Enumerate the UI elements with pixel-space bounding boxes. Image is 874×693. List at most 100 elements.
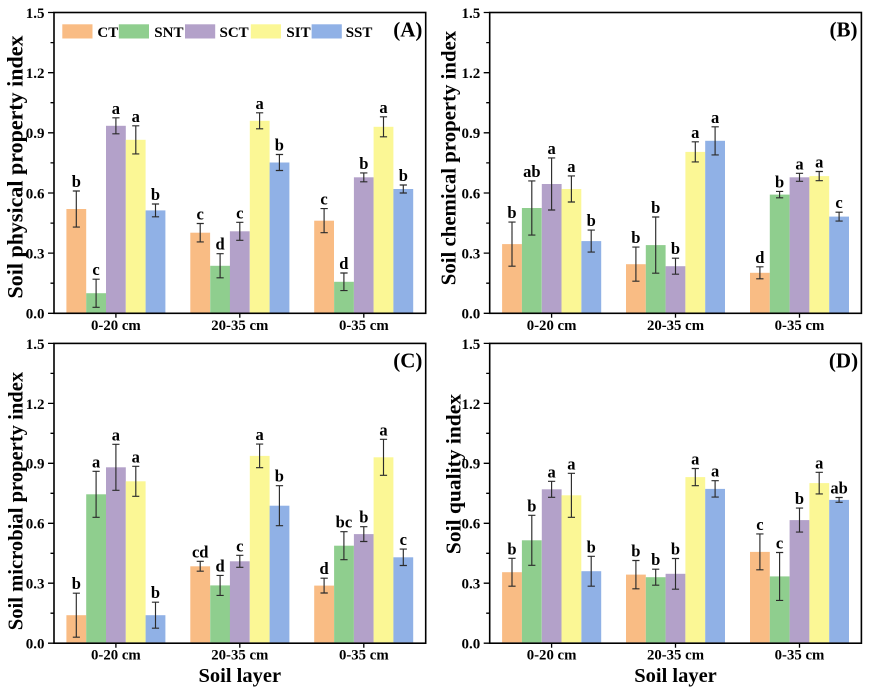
- svg-text:20-35 cm: 20-35 cm: [647, 318, 705, 334]
- svg-text:Soil quality index: Soil quality index: [442, 394, 466, 554]
- svg-text:Soil layer: Soil layer: [199, 665, 282, 687]
- svg-text:b: b: [671, 239, 680, 258]
- svg-text:1.5: 1.5: [26, 337, 45, 353]
- svg-text:0.6: 0.6: [26, 186, 45, 202]
- svg-text:20-35 cm: 20-35 cm: [211, 318, 269, 334]
- svg-text:b: b: [507, 203, 516, 222]
- svg-text:a: a: [547, 139, 555, 158]
- svg-text:d: d: [320, 559, 329, 578]
- svg-text:b: b: [671, 540, 680, 559]
- svg-text:0.9: 0.9: [26, 457, 45, 473]
- svg-text:1.2: 1.2: [26, 66, 45, 82]
- svg-text:c: c: [756, 515, 763, 534]
- svg-text:c: c: [400, 530, 407, 549]
- svg-text:c: c: [236, 536, 243, 555]
- svg-text:b: b: [631, 542, 640, 561]
- svg-text:SST: SST: [346, 25, 373, 41]
- svg-text:0.3: 0.3: [461, 247, 480, 263]
- svg-text:b: b: [527, 496, 536, 515]
- svg-text:20-35 cm: 20-35 cm: [211, 648, 269, 664]
- svg-text:a: a: [815, 153, 823, 172]
- svg-text:ab: ab: [830, 479, 847, 498]
- svg-text:a: a: [567, 157, 575, 176]
- svg-text:0-35 cm: 0-35 cm: [339, 318, 389, 334]
- svg-text:b: b: [775, 172, 784, 191]
- svg-text:0-20 cm: 0-20 cm: [527, 648, 577, 664]
- svg-text:a: a: [691, 450, 699, 469]
- svg-text:20-35 cm: 20-35 cm: [647, 648, 705, 664]
- svg-text:0-20 cm: 0-20 cm: [91, 318, 141, 334]
- svg-text:a: a: [547, 462, 555, 481]
- svg-text:b: b: [399, 166, 408, 185]
- svg-text:1.2: 1.2: [461, 66, 480, 82]
- svg-text:cd: cd: [192, 542, 209, 561]
- svg-text:0-35 cm: 0-35 cm: [775, 318, 825, 334]
- svg-text:0.6: 0.6: [461, 517, 480, 533]
- svg-text:a: a: [815, 453, 823, 472]
- svg-text:0.9: 0.9: [461, 457, 480, 473]
- svg-text:a: a: [379, 420, 387, 439]
- svg-text:bc: bc: [336, 513, 353, 532]
- svg-text:(B): (B): [830, 18, 858, 42]
- svg-text:0.3: 0.3: [26, 577, 45, 593]
- svg-text:b: b: [359, 154, 368, 173]
- svg-text:0-35 cm: 0-35 cm: [339, 648, 389, 664]
- svg-text:a: a: [711, 108, 719, 127]
- svg-text:1.5: 1.5: [26, 6, 45, 22]
- svg-text:Soil chemical property index: Soil chemical property index: [438, 30, 461, 285]
- svg-text:a: a: [112, 425, 120, 444]
- svg-text:0.6: 0.6: [26, 517, 45, 533]
- svg-text:a: a: [379, 98, 387, 117]
- svg-text:Soil microbial property index: Soil microbial property index: [5, 371, 27, 630]
- svg-text:(C): (C): [393, 348, 422, 372]
- svg-text:b: b: [507, 539, 516, 558]
- svg-text:a: a: [255, 94, 263, 113]
- svg-text:0.9: 0.9: [461, 126, 480, 142]
- svg-text:a: a: [255, 425, 263, 444]
- svg-text:d: d: [755, 248, 764, 267]
- svg-text:0.0: 0.0: [461, 637, 480, 653]
- svg-text:0-20 cm: 0-20 cm: [91, 648, 141, 664]
- svg-text:0.0: 0.0: [26, 637, 45, 653]
- svg-text:c: c: [776, 534, 783, 553]
- svg-text:d: d: [216, 235, 225, 254]
- svg-text:0.3: 0.3: [26, 247, 45, 263]
- svg-text:SCT: SCT: [220, 25, 249, 41]
- svg-text:1.2: 1.2: [26, 397, 45, 413]
- svg-text:0.0: 0.0: [26, 307, 45, 323]
- svg-text:a: a: [567, 454, 575, 473]
- svg-text:b: b: [651, 550, 660, 569]
- svg-text:d: d: [216, 556, 225, 575]
- svg-text:(D): (D): [829, 348, 858, 372]
- svg-text:b: b: [72, 172, 81, 191]
- svg-text:a: a: [711, 462, 719, 481]
- svg-text:b: b: [587, 537, 596, 556]
- svg-text:c: c: [320, 190, 327, 209]
- svg-text:1.2: 1.2: [461, 397, 480, 413]
- svg-text:1.5: 1.5: [461, 337, 480, 353]
- svg-text:a: a: [92, 452, 100, 471]
- svg-text:0.0: 0.0: [461, 307, 480, 323]
- svg-text:SNT: SNT: [154, 25, 183, 41]
- svg-text:b: b: [275, 467, 284, 486]
- svg-text:a: a: [132, 107, 140, 126]
- svg-text:0-35 cm: 0-35 cm: [775, 648, 825, 664]
- svg-text:b: b: [72, 574, 81, 593]
- svg-text:b: b: [359, 508, 368, 527]
- svg-text:c: c: [92, 260, 99, 279]
- svg-text:b: b: [275, 136, 284, 155]
- svg-text:1.5: 1.5: [461, 6, 480, 22]
- svg-text:a: a: [795, 154, 803, 173]
- svg-text:a: a: [132, 447, 140, 466]
- svg-text:ab: ab: [523, 162, 540, 181]
- svg-text:c: c: [236, 203, 243, 222]
- svg-text:0.3: 0.3: [461, 577, 480, 593]
- svg-text:c: c: [835, 193, 842, 212]
- svg-text:0-20 cm: 0-20 cm: [527, 318, 577, 334]
- svg-text:Soil layer: Soil layer: [634, 665, 717, 687]
- svg-text:b: b: [151, 583, 160, 602]
- svg-text:Soil physical property index: Soil physical property index: [2, 35, 27, 298]
- svg-text:b: b: [795, 489, 804, 508]
- svg-text:SIT: SIT: [286, 25, 310, 41]
- svg-text:a: a: [112, 99, 120, 118]
